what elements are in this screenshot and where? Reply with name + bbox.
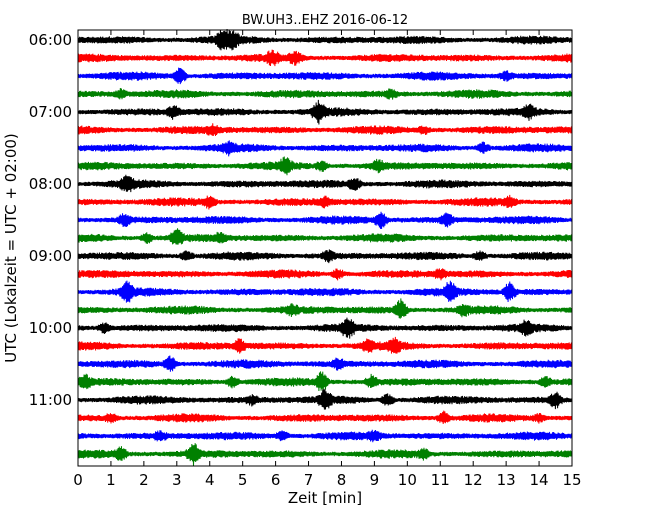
x-tick-label: 14 <box>530 471 549 489</box>
trace-0745 <box>77 156 573 176</box>
x-tick-label: 15 <box>562 471 581 489</box>
trace-0730 <box>77 140 573 157</box>
trace-1015 <box>77 336 573 354</box>
x-tick-label: 5 <box>238 471 248 489</box>
x-tick-label: 8 <box>337 471 347 489</box>
x-tick-label: 4 <box>205 471 215 489</box>
trace-0700 <box>77 99 573 125</box>
x-tick-label: 10 <box>398 471 417 489</box>
trace-0645 <box>77 88 573 100</box>
x-tick-label: 12 <box>464 471 483 489</box>
trace-0815 <box>77 194 573 210</box>
y-tick-label: 11:00 <box>29 391 72 409</box>
x-tick-label: 3 <box>172 471 182 489</box>
trace-1130 <box>77 429 573 443</box>
trace-0945 <box>77 298 573 319</box>
trace-1100 <box>77 388 573 410</box>
y-tick-label: 09:00 <box>29 247 72 265</box>
x-tick-label: 6 <box>271 471 281 489</box>
y-tick-label: 10:00 <box>29 319 72 337</box>
plot-frame <box>77 29 573 467</box>
trace-1000 <box>77 317 573 339</box>
trace-0915 <box>77 268 573 281</box>
y-tick-label: 08:00 <box>29 175 72 193</box>
x-tick-label: 7 <box>304 471 314 489</box>
trace-0600 <box>77 29 573 51</box>
x-tick-label: 11 <box>431 471 450 489</box>
x-tick-label: 0 <box>73 471 83 489</box>
trace-1115 <box>77 410 573 425</box>
chart-title: BW.UH3..EHZ 2016-06-12 <box>242 13 408 28</box>
x-axis: 0 1 2 3 4 5 6 7 8 9 10 11 12 13 14 15 <box>73 30 582 489</box>
x-tick-label: 1 <box>106 471 116 489</box>
trace-1045 <box>77 371 573 391</box>
y-tick-label: 06:00 <box>29 31 72 49</box>
y-axis-label: UTC (Lokalzeit = UTC + 02:00) <box>2 133 20 363</box>
trace-1145 <box>77 443 573 467</box>
trace-0800 <box>77 174 573 193</box>
y-axis: 06:00 07:00 08:00 09:00 10:00 11:00 <box>29 31 572 409</box>
x-tick-label: 9 <box>370 471 380 489</box>
trace-0615 <box>77 49 573 67</box>
trace-0930 <box>77 280 573 303</box>
trace-0630 <box>77 67 573 85</box>
y-tick-label: 07:00 <box>29 103 72 121</box>
trace-0830 <box>77 211 573 230</box>
trace-1030 <box>77 355 573 372</box>
trace-0900 <box>77 249 573 264</box>
x-tick-label: 2 <box>139 471 149 489</box>
x-axis-label: Zeit [min] <box>288 489 362 507</box>
trace-0845 <box>77 228 573 245</box>
trace-0715 <box>77 123 573 137</box>
x-tick-label: 13 <box>497 471 516 489</box>
traces-group <box>77 29 573 467</box>
